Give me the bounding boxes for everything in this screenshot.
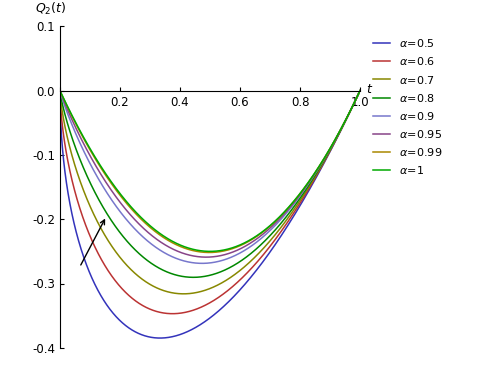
0.9: [72, 130, 78, 135]
0.6: [348, 107, 354, 111]
0.6: [348, 107, 354, 111]
0.5: [157, 336, 163, 340]
Line: 0.99: 0.99: [60, 91, 360, 253]
0.7: [57, 88, 63, 93]
0.5: [203, 319, 209, 323]
0.9: [199, 261, 205, 266]
1: [72, 119, 78, 124]
0.7: [195, 290, 201, 294]
0.99: [348, 106, 354, 111]
0.7: [72, 164, 78, 169]
0.95: [195, 254, 201, 259]
0.8: [57, 88, 63, 93]
0.8: [72, 145, 78, 149]
0.6: [170, 311, 175, 316]
0.8: [190, 275, 196, 280]
0.6: [57, 88, 63, 93]
0.95: [348, 106, 354, 111]
0.7: [203, 288, 209, 292]
0.6: [195, 306, 201, 311]
Line: 0.7: 0.7: [60, 91, 360, 294]
0.8: [348, 107, 354, 111]
1: [294, 196, 300, 200]
0.9: [195, 261, 201, 265]
0.7: [180, 291, 186, 296]
Text: $Q_2(t)$: $Q_2(t)$: [36, 1, 66, 17]
Line: 1: 1: [60, 91, 360, 251]
0.8: [195, 275, 201, 279]
1: [195, 248, 201, 253]
0.7: [357, 88, 363, 93]
0.6: [203, 302, 209, 307]
0.8: [357, 88, 363, 93]
0.99: [357, 88, 363, 93]
0.6: [72, 191, 78, 195]
1: [207, 249, 213, 254]
1: [348, 106, 354, 111]
Text: $t$: $t$: [366, 83, 374, 96]
0.5: [57, 88, 63, 93]
0.7: [294, 204, 300, 208]
1: [357, 88, 363, 93]
1: [57, 88, 63, 93]
0.9: [357, 88, 363, 93]
Line: 0.6: 0.6: [60, 91, 360, 314]
0.8: [203, 274, 209, 278]
Line: 0.5: 0.5: [60, 91, 360, 338]
Legend: $\alpha\!=\!0.5$, $\alpha\!=\!0.6$, $\alpha\!=\!0.7$, $\alpha\!=\!0.8$, $\alpha\: $\alpha\!=\!0.5$, $\alpha\!=\!0.6$, $\al…: [369, 33, 447, 181]
0.5: [72, 226, 78, 231]
0.99: [195, 249, 201, 254]
0.95: [348, 107, 354, 111]
0.5: [348, 107, 354, 112]
0.95: [57, 88, 63, 93]
0.5: [195, 324, 201, 328]
0.6: [357, 88, 363, 93]
0.9: [294, 198, 300, 203]
0.9: [348, 107, 354, 111]
0.99: [57, 88, 63, 93]
0.99: [348, 107, 354, 111]
0.95: [357, 88, 363, 93]
0.99: [203, 250, 209, 255]
0.9: [57, 88, 63, 93]
0.7: [348, 107, 354, 111]
0.8: [348, 106, 354, 111]
0.95: [203, 255, 209, 259]
0.99: [72, 121, 78, 125]
0.6: [294, 207, 300, 211]
Line: 0.95: 0.95: [60, 91, 360, 257]
0.7: [348, 107, 354, 111]
0.8: [294, 201, 300, 206]
0.99: [294, 196, 300, 201]
0.5: [294, 209, 300, 214]
0.95: [203, 255, 209, 259]
0.95: [294, 197, 300, 202]
0.5: [357, 88, 363, 93]
1: [203, 249, 209, 254]
0.9: [203, 261, 209, 265]
0.5: [348, 107, 354, 111]
1: [348, 107, 354, 111]
0.99: [206, 250, 212, 255]
0.9: [348, 106, 354, 111]
0.95: [72, 125, 78, 129]
Line: 0.8: 0.8: [60, 91, 360, 277]
Line: 0.9: 0.9: [60, 91, 360, 263]
